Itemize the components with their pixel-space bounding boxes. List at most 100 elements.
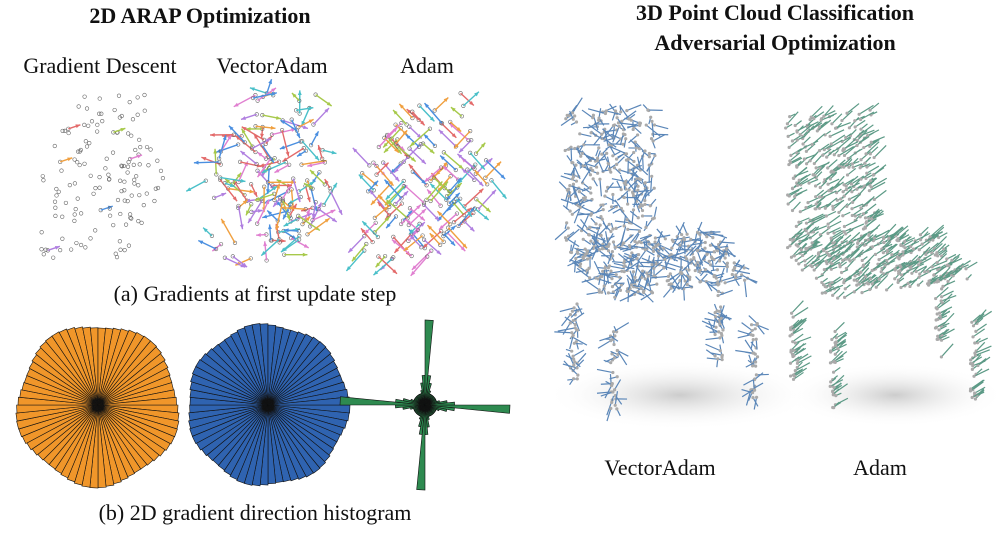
point	[637, 205, 641, 209]
perturbation-needle	[600, 382, 613, 385]
perturbation-needle	[948, 256, 960, 267]
point	[935, 251, 939, 255]
perturbation-needle	[572, 97, 583, 114]
point	[830, 122, 834, 126]
vertex	[438, 228, 444, 234]
point	[734, 276, 738, 280]
arrow-head	[302, 252, 308, 257]
vertex	[82, 122, 87, 127]
point	[651, 249, 656, 253]
perturbation-needle	[800, 176, 817, 186]
point	[571, 333, 575, 337]
point	[749, 323, 754, 327]
vertex	[472, 177, 477, 183]
point	[970, 367, 974, 371]
arrow-head	[260, 133, 264, 139]
point	[831, 390, 835, 394]
point	[626, 227, 630, 231]
point	[573, 146, 577, 151]
point	[822, 267, 826, 272]
perturbation-needle	[815, 196, 826, 205]
vertex	[107, 206, 112, 211]
perturbation-needle	[858, 104, 874, 115]
vertex	[132, 181, 137, 186]
perturbation-needle	[644, 182, 650, 197]
vertex	[364, 241, 369, 247]
perturbation-needle	[599, 179, 602, 197]
perturbation-needle	[940, 343, 954, 358]
perturbation-needle	[576, 352, 587, 364]
vertex	[417, 221, 422, 226]
point	[930, 251, 934, 255]
vertex	[139, 220, 144, 225]
vertex	[60, 128, 65, 134]
point	[589, 191, 593, 195]
point	[897, 272, 901, 276]
perturbation-needle	[791, 300, 804, 314]
vertex	[122, 198, 127, 203]
perturbation-needle	[559, 307, 575, 313]
point	[731, 268, 735, 272]
vertex	[91, 191, 96, 196]
perturbation-needle	[705, 281, 719, 292]
perturbation-needle	[826, 244, 842, 253]
perturbation-needle	[683, 239, 686, 255]
perturbation-needle	[941, 328, 950, 336]
perturbation-needle	[809, 213, 824, 221]
point	[653, 153, 657, 158]
point	[842, 165, 846, 169]
arrow-head	[348, 247, 353, 253]
vertex	[401, 178, 406, 184]
point	[643, 202, 647, 207]
point	[931, 238, 935, 242]
point	[845, 111, 849, 115]
arrow-head	[324, 108, 330, 113]
vertex	[441, 234, 446, 239]
point	[574, 179, 579, 183]
point	[867, 233, 871, 237]
point	[718, 322, 722, 326]
vertex	[406, 238, 411, 243]
point	[720, 358, 724, 362]
point	[648, 204, 652, 208]
vertex	[255, 168, 260, 173]
arrow-head	[458, 164, 464, 170]
perturbation-needle	[869, 102, 880, 111]
vertex	[305, 232, 310, 237]
point	[615, 375, 619, 379]
perturbation-needle	[569, 335, 574, 350]
arrow-head	[352, 147, 358, 153]
perturbation-needle	[840, 157, 852, 168]
perturbation-needle	[790, 320, 805, 331]
point	[950, 258, 954, 262]
arrow-head	[257, 172, 262, 178]
point	[717, 309, 722, 313]
point	[970, 362, 975, 366]
vertex	[136, 219, 141, 224]
perturbation-needle	[800, 204, 817, 213]
point	[791, 377, 796, 381]
arrow-head	[423, 134, 429, 139]
vertex	[393, 201, 398, 207]
vertex	[103, 166, 108, 171]
vertex	[72, 212, 77, 217]
perturbation-needle	[570, 367, 579, 376]
arrow-head	[282, 247, 287, 252]
point	[850, 190, 854, 194]
point	[643, 248, 647, 252]
vertex	[399, 221, 404, 227]
point	[817, 149, 822, 153]
perturbation-needle	[821, 262, 834, 276]
point	[853, 125, 857, 129]
vertex	[79, 211, 84, 216]
vertex	[122, 179, 127, 184]
arrow-head	[254, 197, 260, 201]
perturbation-needle	[843, 276, 852, 284]
point	[844, 257, 848, 261]
point	[651, 246, 655, 250]
perturbation-needle	[716, 247, 727, 255]
point	[624, 152, 629, 156]
point	[973, 397, 978, 401]
arrow-head	[386, 223, 391, 229]
point	[785, 122, 790, 126]
